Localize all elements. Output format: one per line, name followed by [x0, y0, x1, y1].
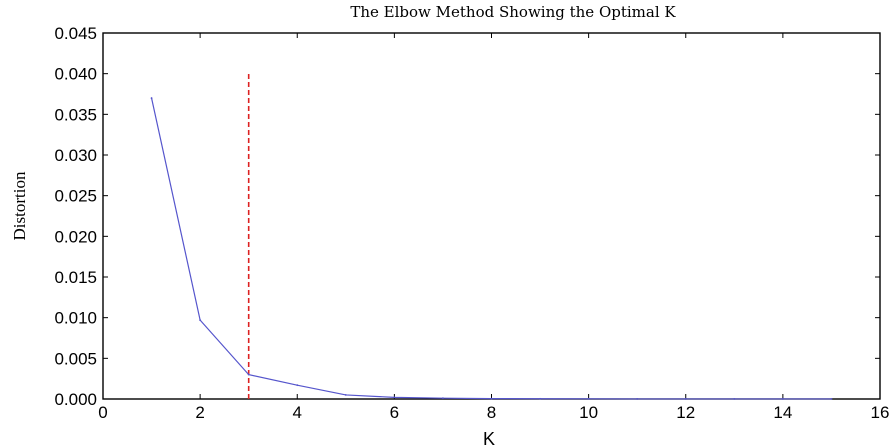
data-point	[684, 398, 687, 400]
data-point	[587, 397, 590, 400]
data-point	[636, 398, 639, 400]
x-tick-label: 12	[676, 403, 695, 422]
series-layer	[150, 97, 833, 400]
plot-frame	[102, 32, 881, 400]
y-axis-label: Distortion	[10, 171, 29, 240]
x-tick-label: 14	[773, 403, 792, 422]
y-tick-label: 0.020	[54, 227, 97, 246]
data-point	[442, 397, 444, 400]
x-tick-label: 16	[871, 403, 890, 422]
distortion-line	[150, 97, 832, 400]
y-tick-label: 0.010	[54, 309, 97, 328]
data-point	[247, 373, 250, 376]
data-point	[199, 319, 202, 322]
x-tick-label: 8	[487, 403, 496, 422]
data-point	[781, 398, 784, 400]
x-axis-label: K	[483, 429, 495, 448]
data-point	[296, 384, 299, 387]
y-tick-label: 0.015	[54, 268, 97, 287]
x-tick-label: 6	[390, 403, 399, 422]
data-point	[393, 396, 396, 399]
y-tick-label: 0.000	[54, 390, 97, 409]
x-tick-label: 4	[293, 403, 302, 422]
y-tick-label: 0.035	[54, 105, 97, 124]
data-point	[490, 397, 493, 400]
data-point	[733, 398, 736, 400]
data-point	[150, 97, 153, 99]
data-point	[830, 398, 833, 400]
y-tick-label: 0.030	[54, 146, 97, 165]
y-tick-label: 0.005	[54, 349, 97, 368]
data-point	[344, 394, 347, 396]
x-tick-label: 2	[195, 403, 204, 422]
chart-title: The Elbow Method Showing the Optimal K	[350, 3, 676, 21]
y-tick-label: 0.040	[54, 65, 97, 84]
data-point	[539, 397, 541, 400]
x-tick-label: 10	[579, 403, 598, 422]
axis-ticks: 0 2 4 6 8 10 12 14 16 0.000 0.005 0.010 0.015 0.020 0.…	[54, 24, 889, 422]
y-tick-label: 0.045	[54, 24, 97, 43]
y-tick-label: 0.025	[54, 187, 97, 206]
x-tick-label: 0	[98, 403, 107, 422]
